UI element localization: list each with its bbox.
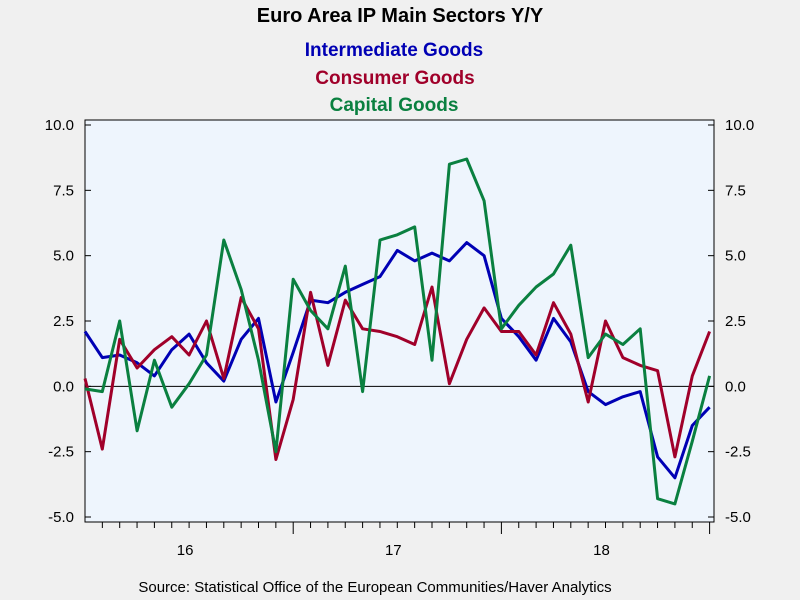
series-line-capital-goods xyxy=(84,157,712,506)
series-line-intermediate-goods xyxy=(83,241,711,480)
right-tick-label: -5.0 xyxy=(725,509,751,526)
left-tick-label: 5.0 xyxy=(53,248,74,265)
source-note: Source: Statistical Office of the Europe… xyxy=(138,579,611,596)
year-label: 16 xyxy=(177,542,194,559)
series-lines xyxy=(83,157,714,506)
left-tick-label: 7.5 xyxy=(53,182,74,199)
chart-title: Euro Area IP Main Sectors Y/Y xyxy=(257,5,544,27)
x-axis: 16 17 18 xyxy=(101,522,711,559)
left-axis: 10.0 7.5 5.0 2.5 0.0 -2.5 -5.0 xyxy=(45,117,91,526)
legend-entry-intermediate-goods: Intermediate Goods xyxy=(305,40,483,61)
left-tick-label: 2.5 xyxy=(53,313,74,330)
legend-entry-consumer-goods: Consumer Goods xyxy=(315,68,474,89)
right-tick-label: 7.5 xyxy=(725,182,746,199)
left-tick-label: -5.0 xyxy=(48,509,74,526)
right-tick-label: 10.0 xyxy=(725,117,754,134)
right-tick-label: -2.5 xyxy=(725,444,751,461)
left-tick-label: 0.0 xyxy=(53,378,74,395)
plot-area xyxy=(84,119,715,523)
right-tick-label: 5.0 xyxy=(725,248,746,265)
series-line-consumer-goods xyxy=(83,285,711,461)
right-tick-label: 0.0 xyxy=(725,378,746,395)
left-tick-label: -2.5 xyxy=(48,444,74,461)
year-label: 17 xyxy=(385,542,402,559)
legend-entry-capital-goods: Capital Goods xyxy=(330,95,459,116)
year-label: 18 xyxy=(593,542,610,559)
right-axis: 10.0 7.5 5.0 2.5 0.0 -2.5 -5.0 xyxy=(708,117,754,526)
left-tick-label: 10.0 xyxy=(45,117,74,134)
right-tick-label: 2.5 xyxy=(725,313,746,330)
